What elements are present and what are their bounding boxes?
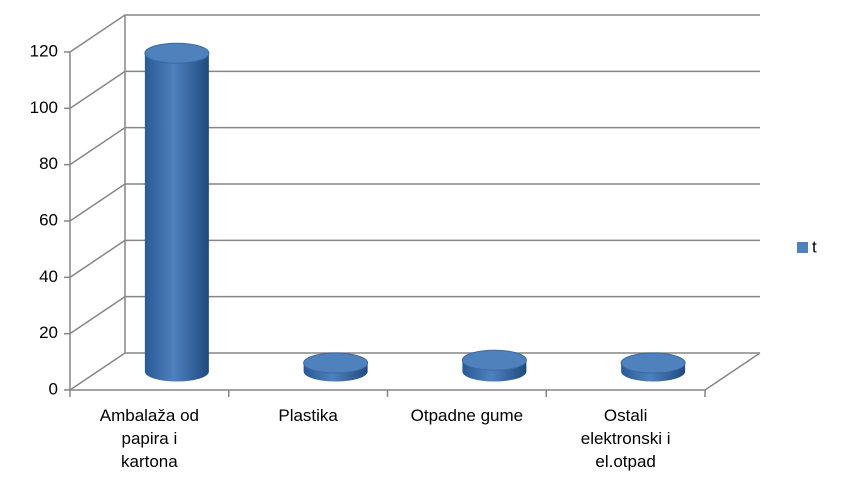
legend-swatch [797,242,808,253]
x-tick-label: Ostali elektronski i el.otpad [580,406,671,471]
y-tick-label: 100 [30,98,58,117]
y-tick-label: 80 [39,154,58,173]
y-tick-label: 40 [39,267,58,286]
bar-top [144,42,210,64]
bar [144,42,210,382]
y-tick-label: 60 [39,210,58,229]
bar [461,349,527,382]
bar [620,352,686,382]
bar-body [144,53,209,382]
bar-top [303,352,369,374]
y-tick-label: 120 [30,41,58,60]
legend-label: t [812,237,817,256]
x-tick-label: Ambalaža od papira i kartona [99,406,199,471]
bar-top [461,349,527,371]
x-tick-label: Plastika [278,406,338,425]
bar-top [620,352,686,374]
y-tick-label: 0 [49,379,58,398]
x-tick-label: Otpadne gume [410,406,524,425]
y-tick-label: 20 [39,323,58,342]
bar [303,352,369,382]
